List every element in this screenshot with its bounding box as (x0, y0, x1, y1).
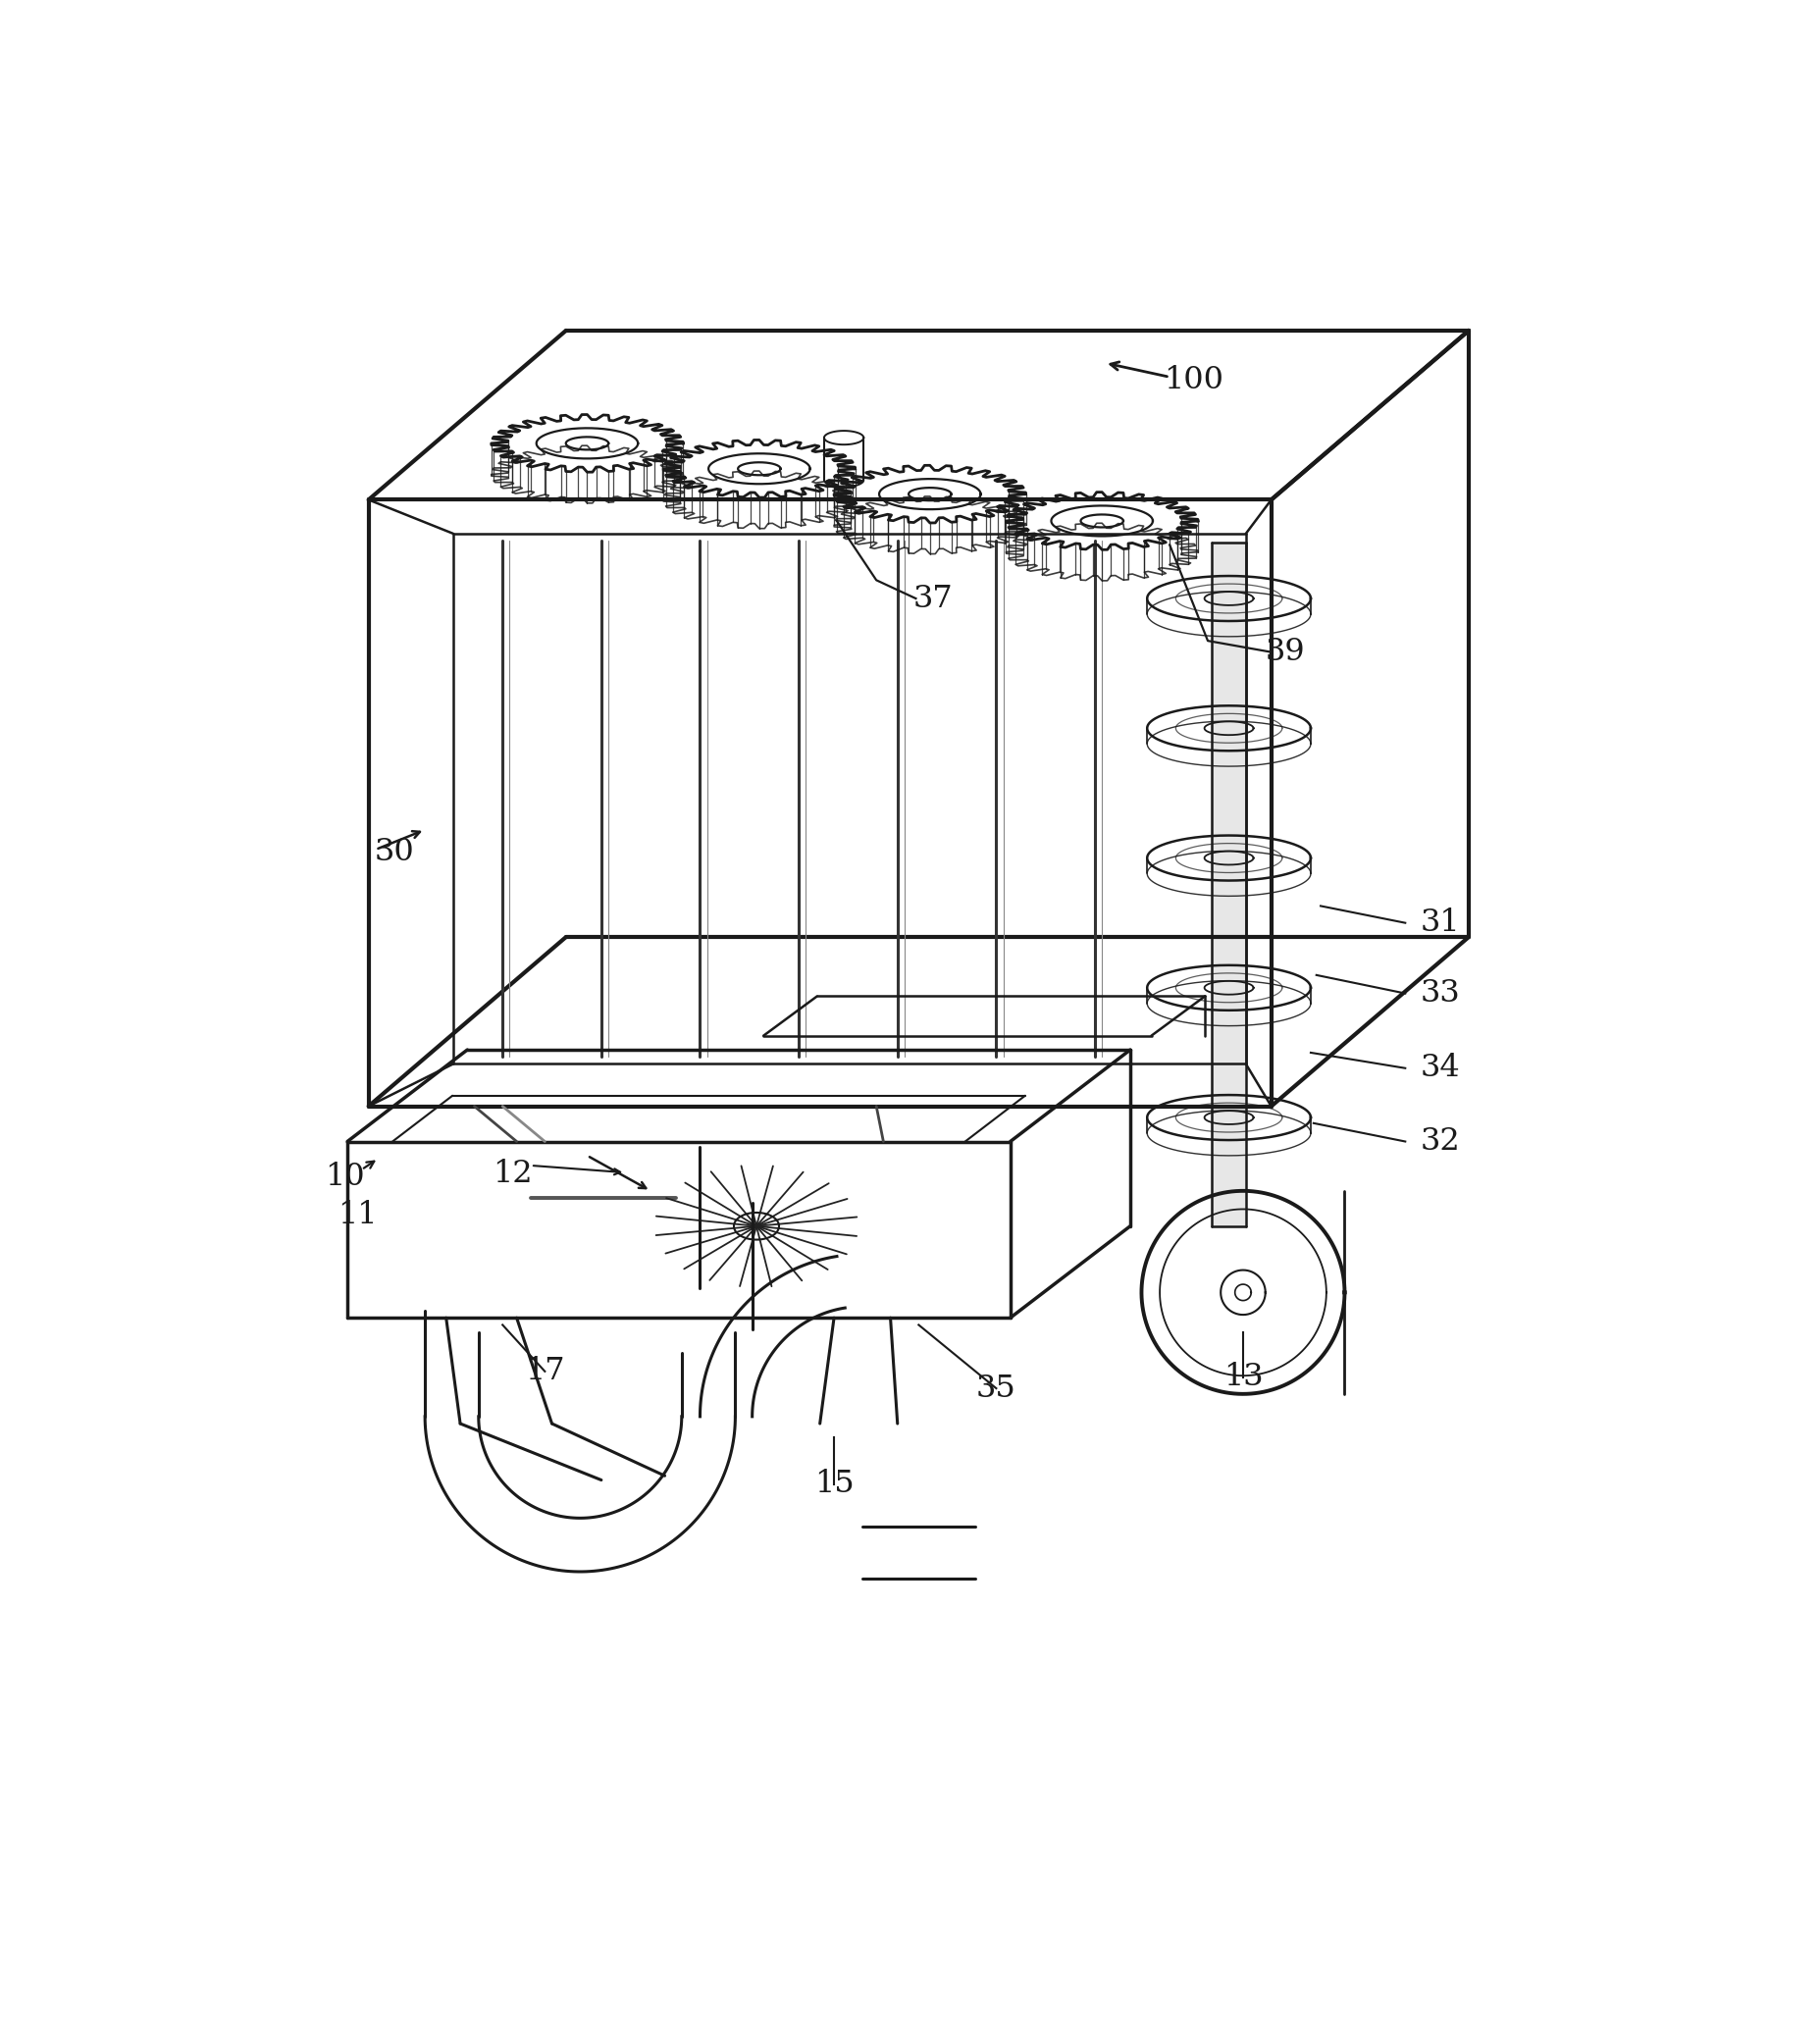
Text: 12: 12 (493, 1159, 533, 1190)
Text: 35: 35 (976, 1374, 1016, 1404)
Text: 100: 100 (1163, 364, 1223, 394)
Text: 34: 34 (1421, 1052, 1460, 1084)
Text: 13: 13 (1223, 1361, 1263, 1392)
Text: 10: 10 (324, 1161, 364, 1192)
Text: 17: 17 (524, 1355, 564, 1386)
Text: 32: 32 (1421, 1127, 1460, 1157)
Text: 33: 33 (1421, 979, 1460, 1009)
Text: 11: 11 (337, 1200, 377, 1230)
Text: 31: 31 (1421, 908, 1460, 939)
Text: 39: 39 (1265, 637, 1305, 668)
Text: 37: 37 (914, 583, 952, 613)
Text: 15: 15 (814, 1469, 854, 1499)
Text: 30: 30 (373, 838, 413, 868)
